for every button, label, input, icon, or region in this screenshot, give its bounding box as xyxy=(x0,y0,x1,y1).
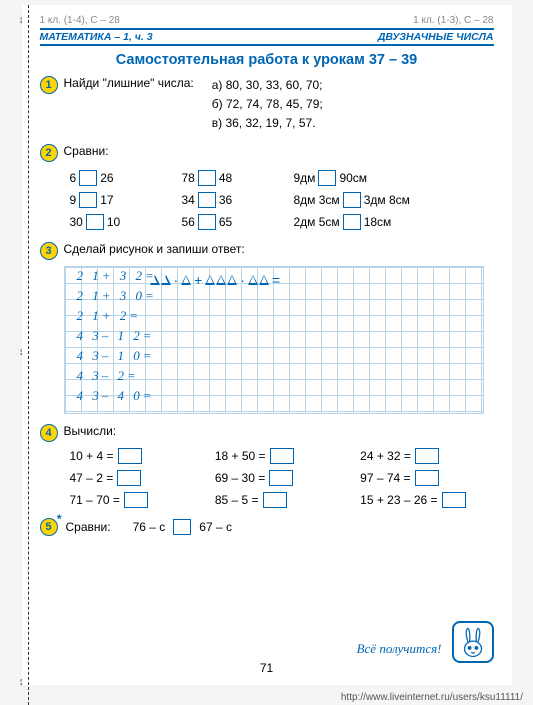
grid-line: 2 1+ 3 0= xyxy=(77,288,157,304)
answer-box[interactable] xyxy=(318,170,336,186)
triangle-diagram: · + · = xyxy=(150,272,283,288)
task-number-5: 5 xyxy=(40,518,58,536)
task-number-4: 4 xyxy=(40,424,58,442)
task-number-1: 1 xyxy=(40,76,58,94)
task-4: 4 Вычисли: 10 + 4 = 18 + 50 = 24 + 32 = … xyxy=(40,424,494,508)
top-references: 1 кл. (1-4), С – 28 1 кл. (1-3), С – 28 xyxy=(40,15,494,26)
task-2: 2 Сравни: 626 7848 9дм90см 917 3436 8дм … xyxy=(40,144,494,230)
answer-box[interactable] xyxy=(124,492,148,508)
header-right: ДВУЗНАЧНЫЕ ЧИСЛА xyxy=(378,31,494,43)
triangle-icon xyxy=(205,275,215,285)
answer-box[interactable] xyxy=(198,170,216,186)
calc-grid: 10 + 4 = 18 + 50 = 24 + 32 = 47 – 2 = 69… xyxy=(70,448,494,508)
answer-box[interactable] xyxy=(117,470,141,486)
answer-box[interactable] xyxy=(86,214,104,230)
footer-note: Всё получится! xyxy=(357,641,442,657)
task2-prompt: Сравни: xyxy=(64,144,109,158)
task4-prompt: Вычисли: xyxy=(64,424,117,438)
task-number-2: 2 xyxy=(40,144,58,162)
answer-box[interactable] xyxy=(270,448,294,464)
task3-prompt: Сделай рисунок и запиши ответ: xyxy=(64,242,245,256)
graph-grid[interactable]: · + · = 2 1+ 3 2= 2 1+ 3 0= 2 1+ 2= 4 3–… xyxy=(64,266,484,414)
answer-box[interactable] xyxy=(415,470,439,486)
task1-line-c: в) 36, 32, 19, 7, 57. xyxy=(212,114,323,133)
grid-line: 4 3– 4 0= xyxy=(77,388,155,404)
triangle-icon xyxy=(216,275,226,285)
work-title: Самостоятельная работа к урокам 37 – 39 xyxy=(40,52,494,68)
answer-box[interactable] xyxy=(269,470,293,486)
task-3: 3 Сделай рисунок и запиши ответ: · + · =… xyxy=(40,242,494,414)
grid-line: 4 3– 2= xyxy=(77,368,139,384)
ref-left: 1 кл. (1-4), С – 28 xyxy=(40,15,120,26)
triangle-icon xyxy=(248,275,258,285)
answer-box[interactable] xyxy=(198,214,216,230)
task1-prompt: Найди "лишние" числа: xyxy=(64,76,194,90)
answer-box[interactable] xyxy=(79,170,97,186)
triangle-icon xyxy=(181,275,191,285)
grid-line: 2 1+ 3 2= xyxy=(77,268,157,284)
task5-left: 76 – c xyxy=(133,520,166,534)
page-number: 71 xyxy=(22,661,512,675)
star-icon: * xyxy=(57,512,62,526)
worksheet-page: 1 кл. (1-4), С – 28 1 кл. (1-3), С – 28 … xyxy=(22,5,512,685)
answer-box[interactable] xyxy=(263,492,287,508)
triangle-icon xyxy=(161,275,171,285)
answer-box[interactable] xyxy=(415,448,439,464)
answer-box[interactable] xyxy=(442,492,466,508)
answer-box[interactable] xyxy=(198,192,216,208)
task-5: 5 * Сравни: 76 – c 67 – c xyxy=(40,518,494,536)
answer-box[interactable] xyxy=(173,519,191,535)
task5-right: 67 – c xyxy=(199,520,232,534)
bunny-icon xyxy=(452,621,494,663)
grid-line: 4 3– 1 2= xyxy=(77,328,155,344)
task1-line-b: б) 72, 74, 78, 45, 79; xyxy=(212,95,323,114)
task-number-3: 3 xyxy=(40,242,58,260)
task5-prompt: Сравни: xyxy=(66,520,111,534)
header-bar: МАТЕМАТИКА – 1, ч. 3 ДВУЗНАЧНЫЕ ЧИСЛА xyxy=(40,28,494,46)
answer-box[interactable] xyxy=(118,448,142,464)
answer-box[interactable] xyxy=(343,214,361,230)
task1-line-a: а) 80, 30, 33, 60, 70; xyxy=(212,76,323,95)
triangle-icon xyxy=(227,275,237,285)
header-left: МАТЕМАТИКА – 1, ч. 3 xyxy=(40,31,153,43)
compare-grid: 626 7848 9дм90см 917 3436 8дм 3см3дм 8см… xyxy=(70,170,494,230)
task-1: 1 Найди "лишние" числа: а) 80, 30, 33, 6… xyxy=(40,76,494,134)
grid-line: 4 3– 1 0= xyxy=(77,348,155,364)
answer-box[interactable] xyxy=(79,192,97,208)
triangle-icon xyxy=(259,275,269,285)
grid-line: 2 1+ 2= xyxy=(77,308,142,324)
ref-right: 1 кл. (1-3), С – 28 xyxy=(413,15,493,26)
answer-box[interactable] xyxy=(343,192,361,208)
source-url: http://www.liveinternet.ru/users/ksu1111… xyxy=(0,692,533,703)
